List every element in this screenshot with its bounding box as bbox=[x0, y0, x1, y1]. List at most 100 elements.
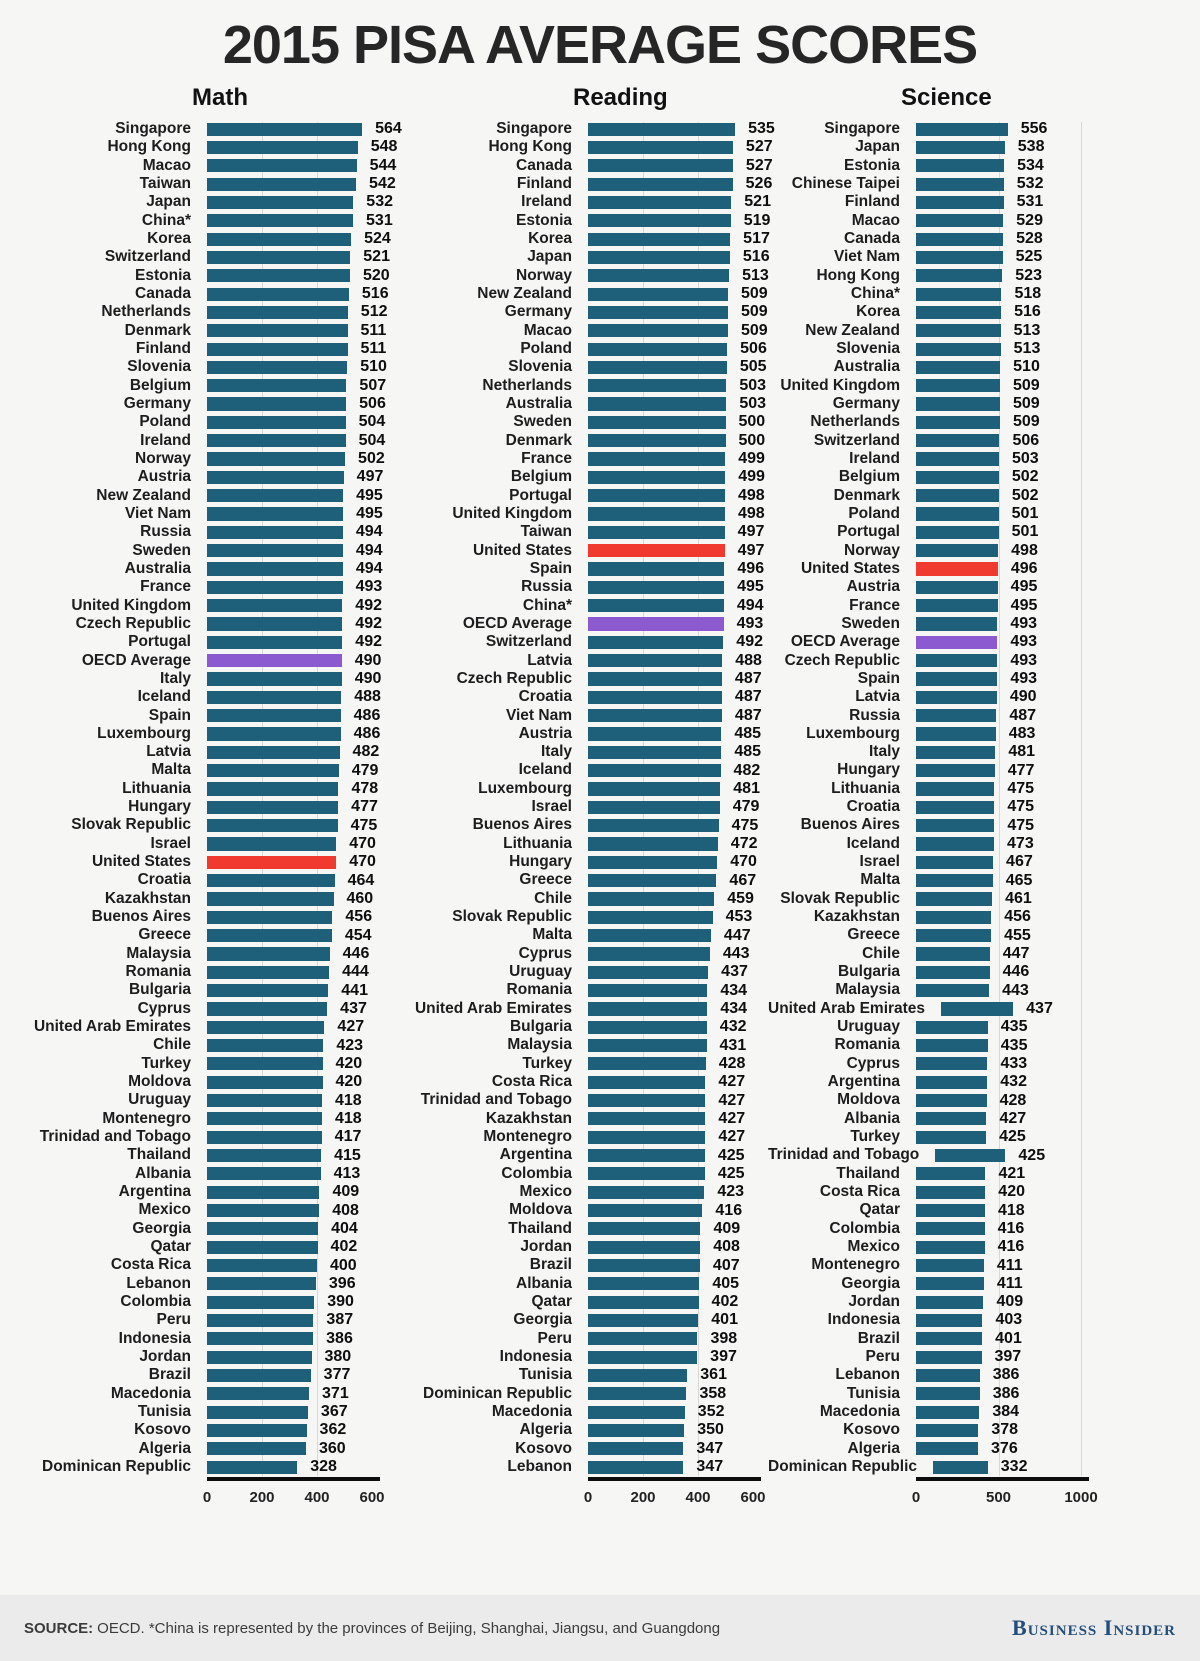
country-label: Canada bbox=[390, 157, 588, 175]
score-value: 531 bbox=[1016, 193, 1044, 211]
country-label-text: Kazakhstan bbox=[485, 1109, 572, 1127]
bar-row: Croatia 487 bbox=[390, 688, 768, 706]
country-label-text: Malta bbox=[151, 761, 191, 779]
axis-tick-label: 0 bbox=[583, 1489, 593, 1507]
bar-track: 512 bbox=[207, 303, 388, 321]
score-value: 473 bbox=[1007, 834, 1034, 852]
score-value: 428 bbox=[999, 1091, 1027, 1109]
bar-row: Bulgaria 441 bbox=[0, 981, 390, 999]
bar-track: 428 bbox=[916, 1091, 1081, 1109]
bar-track: 437 bbox=[588, 963, 753, 981]
score-value: 427 bbox=[337, 1018, 365, 1036]
score-value: 487 bbox=[734, 688, 762, 706]
bar-track: 490 bbox=[207, 670, 381, 688]
score-value: 495 bbox=[1010, 578, 1038, 596]
score-bar bbox=[207, 287, 349, 301]
bar-row: Georgia 411 bbox=[768, 1275, 1200, 1293]
country-label-text: Canada bbox=[135, 284, 191, 302]
bar-row: Romania 444 bbox=[0, 963, 390, 981]
score-bar bbox=[916, 690, 997, 704]
country-label: Korea bbox=[390, 230, 588, 248]
score-value: 494 bbox=[736, 596, 764, 614]
score-value: 390 bbox=[327, 1293, 354, 1311]
score-bar bbox=[588, 635, 724, 649]
score-value: 506 bbox=[359, 395, 386, 413]
country-label: Finland bbox=[390, 175, 588, 193]
score-bar bbox=[588, 397, 727, 411]
bar-track: 519 bbox=[588, 212, 770, 230]
country-label: Norway bbox=[768, 542, 916, 560]
score-value: 518 bbox=[1014, 285, 1042, 303]
score-bar bbox=[916, 1112, 987, 1126]
score-value: 361 bbox=[700, 1366, 727, 1384]
axis-ticks: 0 500 1000 bbox=[912, 1481, 1098, 1515]
country-label: Taiwan bbox=[0, 175, 207, 193]
score-bar bbox=[588, 1277, 700, 1291]
country-label: Japan bbox=[768, 138, 916, 156]
score-bar bbox=[588, 819, 719, 833]
bar-track: 473 bbox=[916, 835, 1081, 853]
score-value: 421 bbox=[998, 1164, 1026, 1182]
score-bar bbox=[916, 489, 999, 503]
country-label-text: Mexico bbox=[847, 1238, 900, 1256]
score-value: 481 bbox=[1008, 743, 1036, 761]
score-bar bbox=[916, 1350, 982, 1364]
bar-row: Portugal 498 bbox=[390, 487, 768, 505]
bar-track: 435 bbox=[916, 1018, 1081, 1036]
bar-track: 524 bbox=[207, 230, 391, 248]
score-value: 502 bbox=[1011, 468, 1039, 486]
score-value: 420 bbox=[335, 1073, 363, 1091]
country-label: Sweden bbox=[390, 413, 588, 431]
score-value: 362 bbox=[319, 1421, 347, 1439]
country-label-text: Norway bbox=[844, 541, 900, 559]
country-label: Moldova bbox=[0, 1073, 207, 1091]
score-value: 485 bbox=[734, 743, 762, 761]
score-value: 509 bbox=[740, 303, 768, 321]
bar-row: Estonia 519 bbox=[390, 212, 770, 230]
bar-track: 398 bbox=[588, 1330, 753, 1348]
country-label-text: Moldova bbox=[837, 1091, 900, 1109]
bar-track: 487 bbox=[588, 707, 762, 725]
score-value: 475 bbox=[1007, 816, 1035, 834]
score-bar bbox=[207, 562, 343, 576]
country-label: Argentina bbox=[0, 1183, 207, 1201]
country-label-text: Brazil bbox=[857, 1329, 900, 1347]
bar-track: 400 bbox=[207, 1256, 372, 1274]
country-label-text: Australia bbox=[124, 559, 191, 577]
bar-row: Belgium 502 bbox=[768, 468, 1200, 486]
bar-track: 509 bbox=[916, 377, 1081, 395]
score-bar bbox=[916, 1277, 984, 1291]
country-label: Hungary bbox=[390, 853, 588, 871]
country-label-text: OECD Average bbox=[462, 614, 572, 632]
bar-row: Singapore 535 bbox=[390, 120, 775, 138]
score-bar bbox=[916, 709, 997, 723]
score-value: 527 bbox=[745, 138, 773, 156]
score-value: 403 bbox=[995, 1311, 1023, 1329]
country-label: Ireland bbox=[0, 432, 207, 450]
score-bar bbox=[588, 1057, 706, 1071]
country-label: Singapore bbox=[390, 120, 588, 138]
bar-track: 510 bbox=[916, 358, 1081, 376]
axis-tick-label: 200 bbox=[249, 1489, 275, 1507]
bar-row: Slovenia 505 bbox=[390, 358, 768, 376]
bar-track: 405 bbox=[588, 1275, 753, 1293]
score-value: 526 bbox=[745, 175, 773, 193]
footer: SOURCE: OECD. *China is represented by th… bbox=[0, 1595, 1200, 1661]
bar-row: Montenegro 418 bbox=[0, 1110, 390, 1128]
bar-track: 455 bbox=[916, 926, 1081, 944]
score-value: 509 bbox=[1012, 376, 1040, 394]
bar-track: 521 bbox=[588, 193, 771, 211]
score-value: 428 bbox=[718, 1054, 746, 1072]
score-value: 402 bbox=[330, 1238, 358, 1256]
score-value: 487 bbox=[734, 706, 762, 724]
bar-row: Malaysia 446 bbox=[0, 945, 390, 963]
bar-row: Australia 510 bbox=[768, 358, 1200, 376]
bar-row: Greece 455 bbox=[768, 926, 1200, 944]
country-label-text: Tunisia bbox=[846, 1384, 900, 1402]
score-bar bbox=[207, 635, 343, 649]
score-value: 456 bbox=[345, 908, 373, 926]
score-value: 475 bbox=[1007, 779, 1035, 797]
country-label: Peru bbox=[0, 1311, 207, 1329]
country-label: Bulgaria bbox=[0, 981, 207, 999]
score-bar bbox=[207, 782, 339, 796]
